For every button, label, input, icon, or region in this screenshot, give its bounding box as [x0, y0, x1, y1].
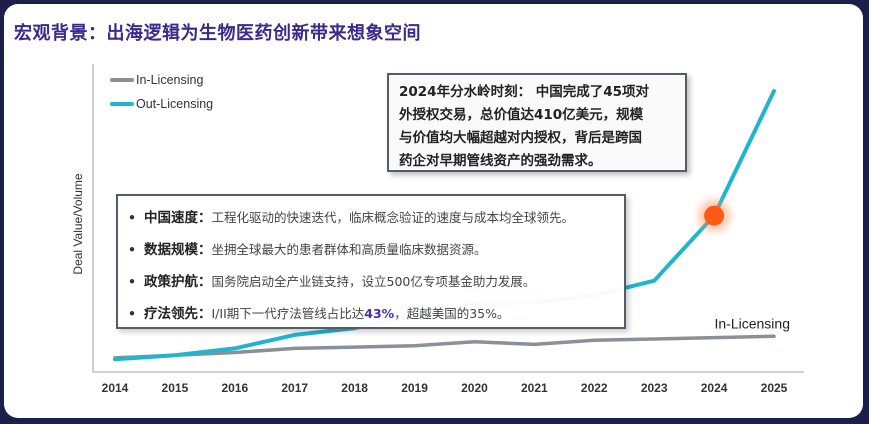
- bullet-policy-support: • 政策护航：国务院启动全产业链支持，设立500亿专项基金助力发展。: [128, 266, 614, 298]
- x-tick-label: 2024: [701, 381, 728, 395]
- callout-line: 药企对早期管线资产的强劲需求。: [399, 153, 602, 169]
- bullet-data-scale: • 数据规模：坐拥全球最大的患者群体和高质量临床数据资源。: [128, 234, 614, 266]
- x-tick-label: 2015: [162, 381, 189, 395]
- x-tick-label: 2023: [641, 381, 668, 395]
- x-tick-label: 2017: [281, 381, 308, 395]
- bullet-separator: ：: [198, 306, 212, 322]
- callout-line: 外授权交易，总价值达410亿美元，规模: [399, 107, 644, 123]
- bullet-therapy-lead: • 疗法领先：I/II期下一代疗法管线占比达43%，超越美国的35%。: [128, 298, 614, 330]
- bullet-dot: •: [128, 274, 136, 289]
- legend-label: In-Licensing: [136, 73, 203, 87]
- legend-label: Out-Licensing: [136, 97, 213, 111]
- bullet-heading: 政策护航: [144, 274, 198, 290]
- bullet-separator: ：: [198, 274, 212, 290]
- highlight-point: [704, 205, 725, 226]
- bullet-text: I/II期下一代疗法管线占比达: [211, 306, 365, 321]
- in-licensing-end-label: In-Licensing: [715, 315, 791, 331]
- x-tick-label: 2025: [761, 381, 788, 395]
- y-axis-label: Deal Value/Volume: [71, 173, 85, 275]
- x-tick-label: 2020: [461, 381, 488, 395]
- bullet-text: 国务院启动全产业链支持，设立500亿专项基金助力发展。: [211, 274, 536, 289]
- advantages-box: • 中国速度：工程化驱动的快速迭代，临床概念验证的速度与成本均全球领先。 • 数据规…: [116, 194, 626, 329]
- slide-card: Deal Value/Volume 2014 2015 2016 2017 2018 201…: [4, 4, 863, 418]
- bullet-heading: 中国速度: [144, 210, 198, 226]
- bullet-separator: ：: [198, 242, 212, 258]
- page-title: 宏观背景：出海逻辑为生物医药创新带来想象空间: [14, 23, 421, 44]
- bullet-text: 工程化驱动的快速迭代，临床概念验证的速度与成本均全球领先。: [211, 210, 575, 225]
- bullet-separator: ：: [198, 210, 212, 226]
- x-tick-label: 2022: [581, 381, 608, 395]
- bullet-dot: •: [128, 210, 136, 225]
- bullet-text: ，超越美国的35%。: [394, 306, 510, 321]
- x-tick-label: 2014: [102, 381, 129, 395]
- bullet-heading: 疗法领先: [144, 306, 198, 322]
- x-tick-label: 2016: [221, 381, 248, 395]
- bullet-text: 坐拥全球最大的患者群体和高质量临床数据资源。: [211, 242, 487, 257]
- x-tick-label: 2019: [401, 381, 428, 395]
- deal-value-chart: Deal Value/Volume 2014 2015 2016 2017 2018 201…: [71, 64, 804, 395]
- bullet-highlight: 43%: [364, 306, 395, 321]
- callout-box: 2024年分水岭时刻： 中国完成了45项对 外授权交易，总价值达410亿美元，规…: [387, 73, 687, 172]
- bullet-dot: •: [128, 242, 136, 257]
- series-line-in-licensing: [113, 334, 776, 360]
- bullet-dot: •: [128, 306, 136, 321]
- bullet-heading: 数据规模: [144, 242, 198, 258]
- callout-line: 2024年分水岭时刻： 中国完成了45项对: [399, 84, 650, 100]
- bullet-china-speed: • 中国速度：工程化驱动的快速迭代，临床概念验证的速度与成本均全球领先。: [128, 202, 614, 234]
- callout-line: 与价值均大幅超越对内授权，背后是跨国: [399, 130, 642, 146]
- x-tick-label: 2021: [521, 381, 548, 395]
- x-tick-label: 2018: [341, 381, 368, 395]
